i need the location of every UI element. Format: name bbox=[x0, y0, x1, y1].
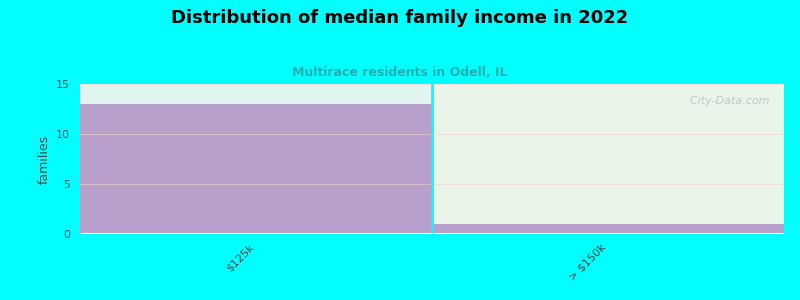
Text: Distribution of median family income in 2022: Distribution of median family income in … bbox=[171, 9, 629, 27]
Bar bbox=[80, 84, 432, 104]
Y-axis label: families: families bbox=[38, 134, 50, 184]
Text: Multirace residents in Odell, IL: Multirace residents in Odell, IL bbox=[292, 66, 508, 79]
Bar bbox=[432, 224, 784, 234]
Bar bbox=[80, 84, 432, 234]
Text: City-Data.com: City-Data.com bbox=[683, 96, 770, 106]
Bar bbox=[432, 84, 784, 234]
Bar bbox=[80, 104, 432, 234]
